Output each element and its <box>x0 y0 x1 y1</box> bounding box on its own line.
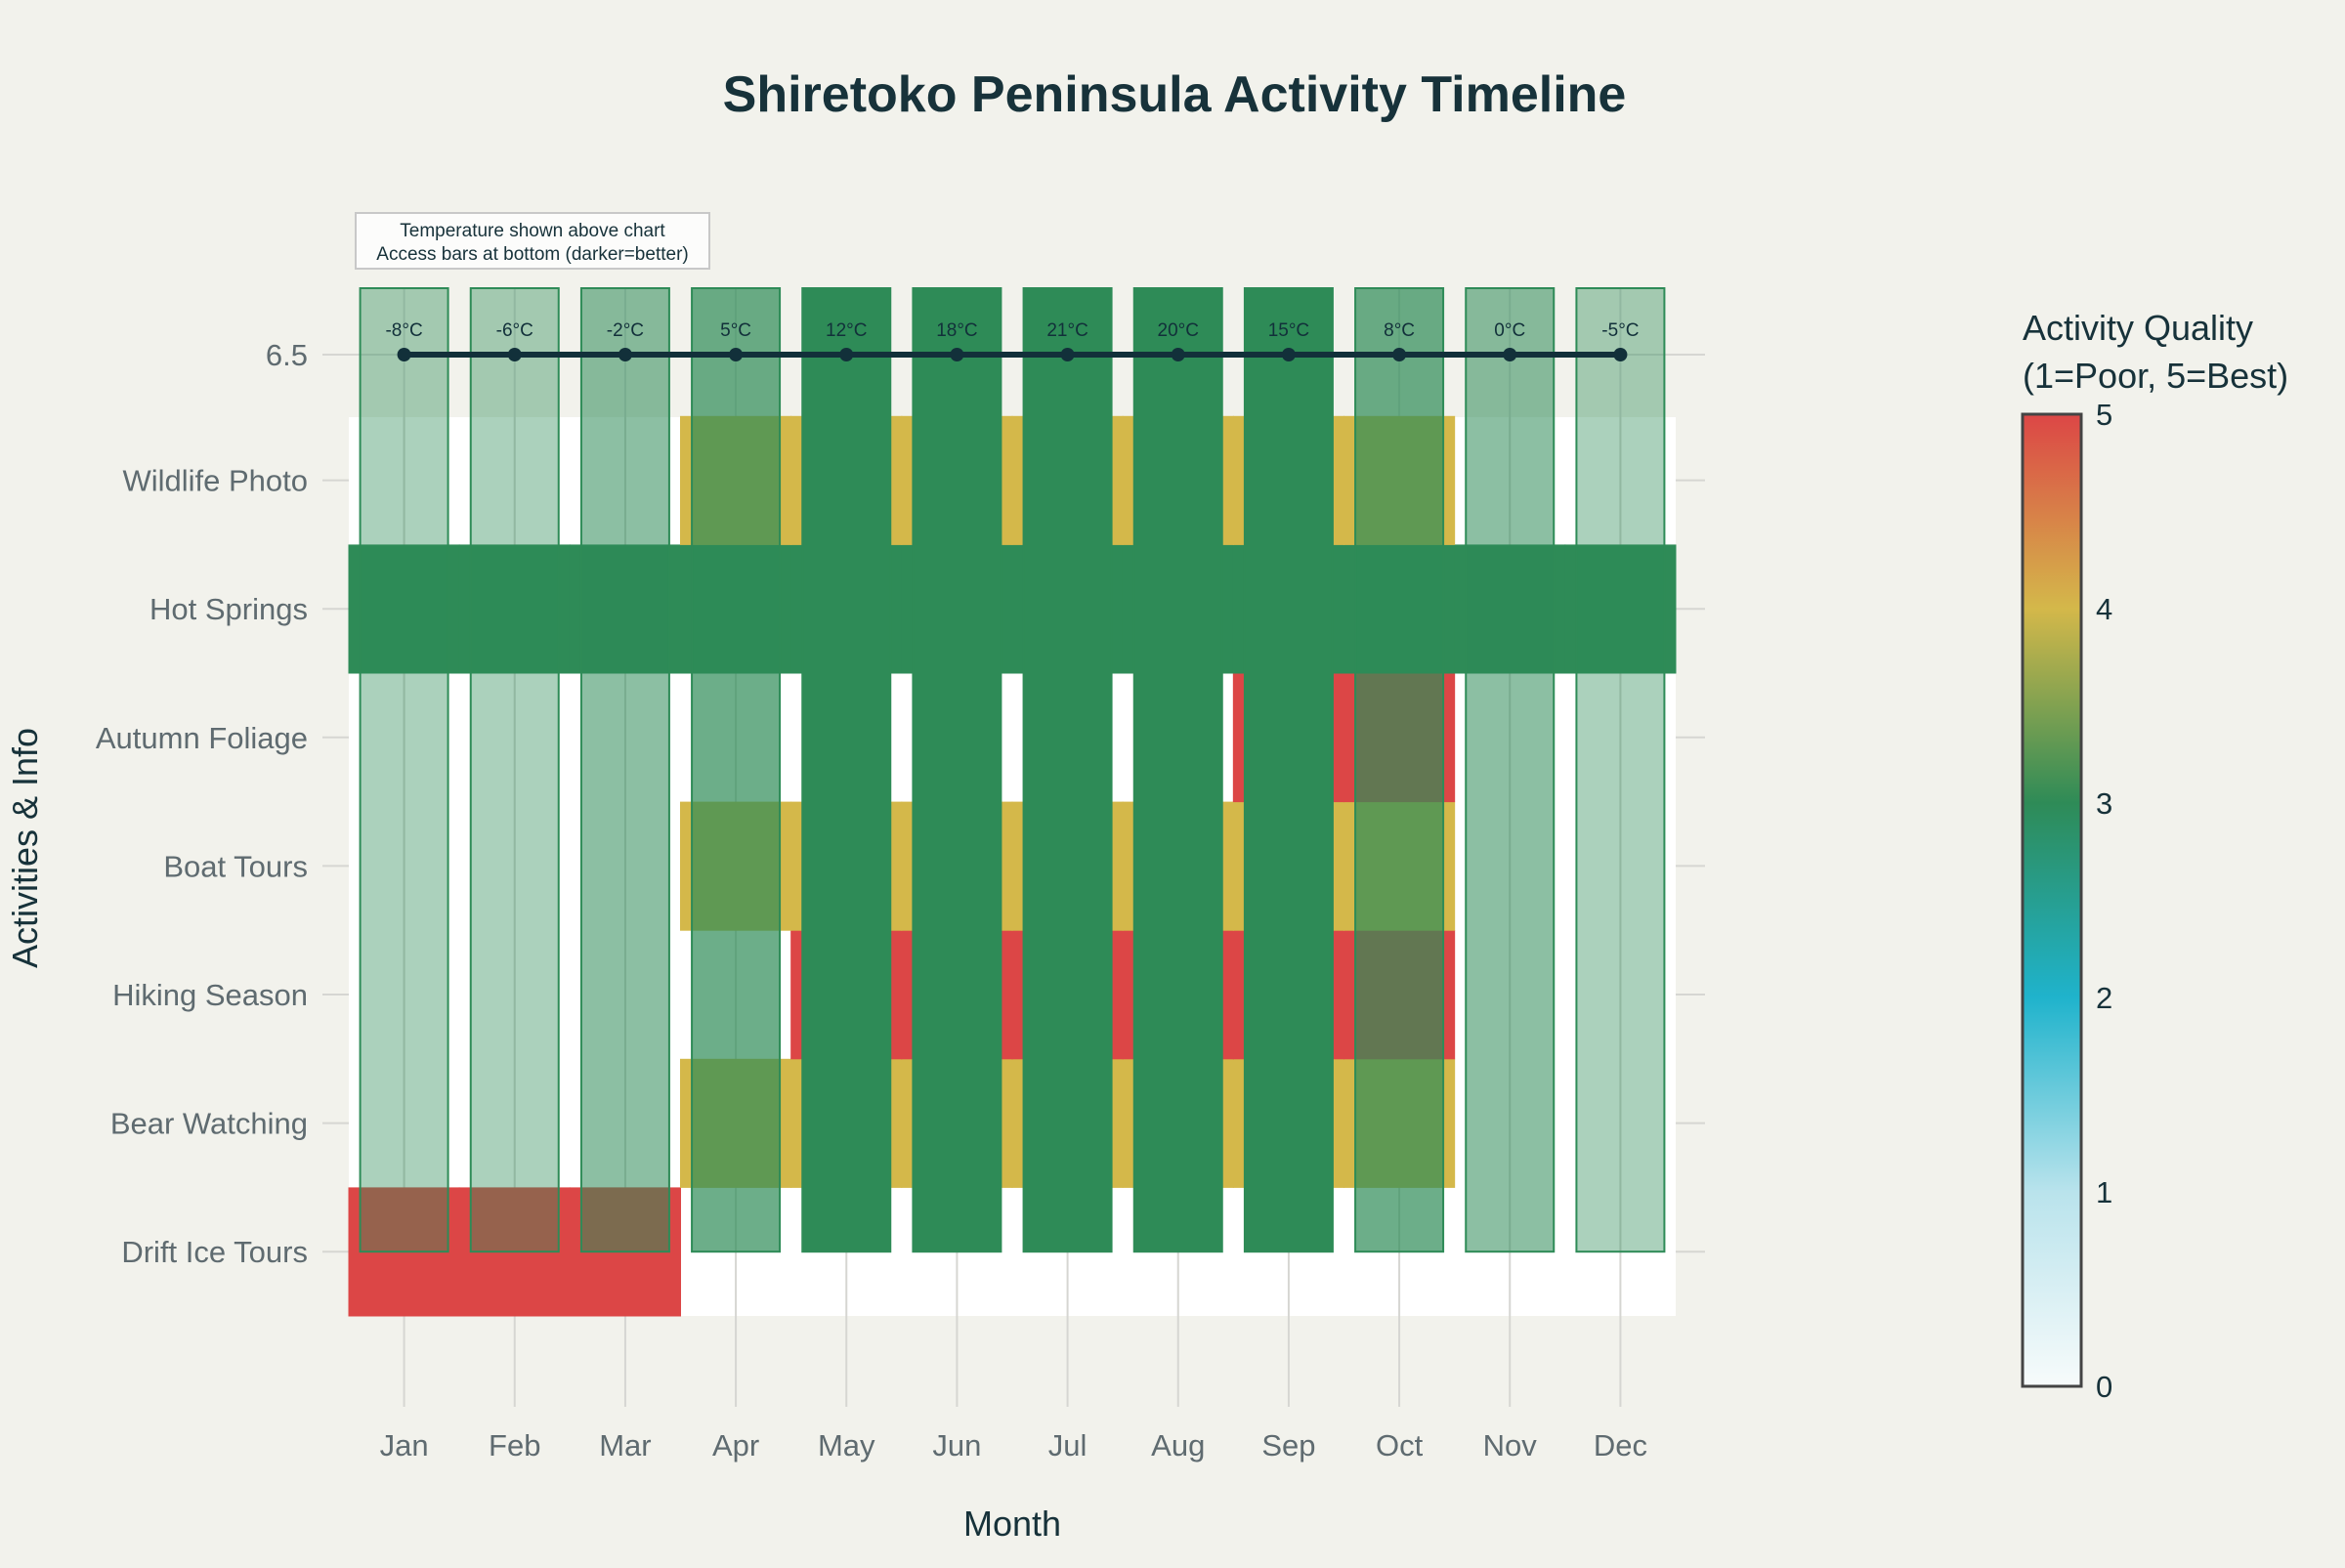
y-tick-label: Drift Ice Tours <box>121 1235 308 1269</box>
temperature-point <box>1503 348 1517 361</box>
x-tick-label: Oct <box>1376 1428 1424 1462</box>
annotation-box: Temperature shown above chart Access bar… <box>355 212 710 270</box>
x-tick-label: Dec <box>1594 1428 1647 1462</box>
x-axis-title: Month <box>963 1504 1061 1544</box>
temperature-point <box>950 348 964 361</box>
y-tick-label: Hiking Season <box>112 978 308 1012</box>
x-tick-label: Sep <box>1261 1428 1315 1462</box>
temperature-point <box>729 348 744 361</box>
x-tick-label: Feb <box>489 1428 540 1462</box>
temperature-label: 12°C <box>826 320 867 341</box>
annotation-line-2: Access bars at bottom (darker=better) <box>376 244 688 265</box>
y-tick-label: Wildlife Photo <box>122 464 308 498</box>
y-tick-label: Bear Watching <box>110 1107 308 1141</box>
temperature-label: -5°C <box>1601 320 1639 341</box>
temperature-point <box>1171 348 1185 361</box>
access-bar-mar <box>579 287 670 1253</box>
temperature-label: 18°C <box>936 320 977 341</box>
access-bar-jul <box>1022 287 1113 1253</box>
temperature-point <box>397 348 411 361</box>
heatmap-cell <box>458 544 571 674</box>
y-tick-label: Autumn Foliage <box>96 721 308 755</box>
temperature-point <box>1392 348 1407 361</box>
access-bars <box>359 287 1666 1253</box>
access-bar-jan <box>359 287 449 1253</box>
y-tick-label: 6.5 <box>266 338 308 372</box>
access-bar-apr <box>691 287 782 1253</box>
temperature-label: 21°C <box>1046 320 1087 341</box>
access-bar-aug <box>1132 287 1223 1253</box>
temperature-line: -8°C -6°C -2°C 5°C 12°C 18°C 21°C 20°C 15°C 8°C 0°… <box>385 320 1640 361</box>
colorbar-tick-label: 4 <box>2096 592 2112 626</box>
y-tick-label: Hot Springs <box>149 592 308 626</box>
access-bar-sep <box>1243 287 1334 1253</box>
temperature-label: -8°C <box>385 320 422 341</box>
access-bar-oct <box>1354 287 1445 1253</box>
temperature-point <box>507 348 522 361</box>
temperature-point <box>1060 348 1075 361</box>
x-tick-label: Jul <box>1048 1428 1087 1462</box>
colorbar-tick-label: 1 <box>2096 1175 2112 1209</box>
temperature-label: 5°C <box>720 320 751 341</box>
x-axis-ticks: Jan Feb Mar Apr May Jun Jul Aug Sep Oct Nov Dec <box>380 1428 1647 1462</box>
access-bar-feb <box>469 287 560 1253</box>
access-bar-nov <box>1465 287 1556 1253</box>
temperature-point <box>839 348 854 361</box>
y-tick-label: Boat Tours <box>163 849 308 883</box>
colorbar-tick-label: 5 <box>2096 398 2112 432</box>
temperature-label: 15°C <box>1268 320 1309 341</box>
x-tick-label: Nov <box>1483 1428 1538 1462</box>
annotation-line-1: Temperature shown above chart <box>400 221 665 241</box>
colorbar: Activity Quality (1=Poor, 5=Best) 0 1 2 3 4 5 <box>2021 308 2288 1404</box>
temperature-label: -2°C <box>607 320 644 341</box>
access-bar-dec <box>1575 287 1666 1253</box>
y-axis-title: Activities & Info <box>5 728 45 968</box>
temperature-point <box>618 348 632 361</box>
temperature-label: -6°C <box>496 320 533 341</box>
chart-title: Shiretoko Peninsula Activity Timeline <box>723 66 1627 123</box>
colorbar-title-line-1: Activity Quality <box>2023 308 2253 348</box>
access-bar-may <box>801 287 892 1253</box>
colorbar-title-line-2: (1=Poor, 5=Best) <box>2023 356 2288 396</box>
heatmap-cell <box>1564 544 1677 674</box>
colorbar-tick-label: 2 <box>2096 981 2112 1015</box>
colorbar-tick-label: 0 <box>2096 1370 2112 1404</box>
x-tick-label: Apr <box>712 1428 759 1462</box>
x-tick-label: Mar <box>599 1428 651 1462</box>
y-axis-ticks: Drift Ice Tours Bear Watching Hiking Seaso… <box>96 338 308 1269</box>
temperature-label: 0°C <box>1494 320 1525 341</box>
heatmap-cell <box>348 544 460 674</box>
colorbar-tick-label: 3 <box>2096 786 2112 821</box>
colorbar-gradient <box>2021 412 2083 1388</box>
temperature-label: 8°C <box>1384 320 1415 341</box>
x-tick-label: May <box>818 1428 875 1462</box>
temperature-label: 20°C <box>1158 320 1199 341</box>
temperature-point <box>1281 348 1296 361</box>
x-tick-label: Jun <box>932 1428 981 1462</box>
access-bar-jun <box>912 287 1002 1253</box>
x-tick-label: Jan <box>380 1428 429 1462</box>
x-tick-label: Aug <box>1151 1428 1205 1462</box>
temperature-point <box>1613 348 1628 361</box>
